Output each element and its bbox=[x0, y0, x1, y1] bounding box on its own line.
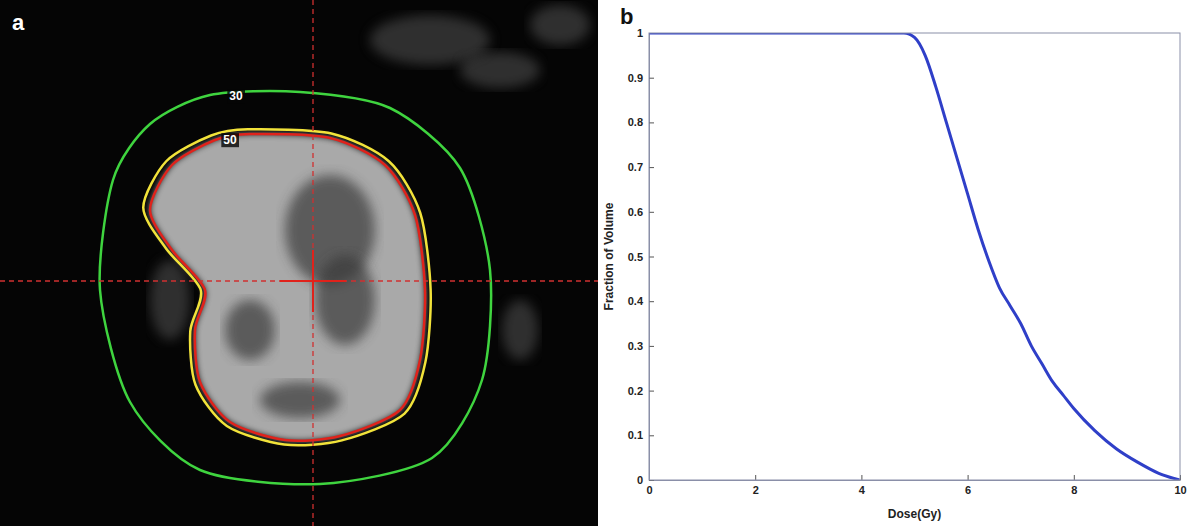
tick-mark bbox=[649, 435, 654, 436]
chart-panel: 0 2 4 6 8 10 0 0.1 0.2 0.3 0.4 0.5 0.6 0.7 0.8 0.9 1 Dose… bbox=[602, 4, 1187, 521]
tick-label: 0.5 bbox=[628, 251, 643, 263]
label-background bbox=[221, 133, 239, 147]
tick-label: 0.4 bbox=[628, 295, 644, 307]
tick-mark bbox=[1074, 475, 1075, 480]
tick-mark bbox=[649, 212, 654, 213]
tick: 0.4 bbox=[628, 295, 654, 307]
tick-mark bbox=[649, 78, 654, 79]
organ-shading bbox=[315, 255, 375, 345]
tick-label: 1 bbox=[637, 27, 643, 39]
tick-mark bbox=[649, 346, 654, 347]
tick-label: 0.2 bbox=[628, 385, 643, 397]
isodose-label: 30 bbox=[229, 89, 243, 103]
isodose-contour bbox=[100, 91, 491, 484]
tick-label: 0.6 bbox=[628, 206, 643, 218]
tick-label: 0.9 bbox=[628, 72, 643, 84]
crosshair bbox=[0, 280, 598, 281]
tick-mark bbox=[649, 391, 654, 392]
tick: 0.7 bbox=[628, 161, 654, 173]
tick-label: 6 bbox=[965, 484, 971, 496]
tick-mark bbox=[968, 475, 969, 480]
image-background bbox=[0, 0, 598, 526]
tick: 0.5 bbox=[628, 251, 654, 263]
tick-label: 2 bbox=[753, 484, 759, 496]
tissue bbox=[502, 300, 538, 360]
tick-mark bbox=[649, 122, 654, 123]
tick: 4 bbox=[859, 475, 866, 496]
tick: 0.9 bbox=[628, 72, 654, 84]
y-axis-title: Fraction of Volume bbox=[602, 202, 616, 310]
tick: 0.8 bbox=[628, 116, 654, 128]
panel-label: a bbox=[12, 10, 25, 35]
tick: 6 bbox=[965, 475, 971, 496]
x-axis-title: Dose(Gy) bbox=[888, 507, 941, 521]
tick-mark bbox=[755, 475, 756, 480]
axis: 0 0.1 0.2 0.3 0.4 0.5 0.6 0.7 0.8 0.9 1 bbox=[628, 27, 654, 486]
tick: 0.2 bbox=[628, 385, 654, 397]
data-line bbox=[649, 33, 1180, 480]
tissue bbox=[530, 5, 590, 45]
tick-label: 10 bbox=[1174, 484, 1186, 496]
plot-area bbox=[649, 33, 1180, 480]
tick-label: 0.7 bbox=[628, 161, 643, 173]
tick-label: 0.3 bbox=[628, 340, 643, 352]
crosshair bbox=[312, 0, 313, 526]
tick-label: 8 bbox=[1071, 484, 1077, 496]
tissue bbox=[460, 52, 540, 88]
tick-label: 0 bbox=[646, 484, 652, 496]
panel-label: b bbox=[620, 4, 633, 29]
tick: 0.1 bbox=[628, 429, 654, 441]
organ bbox=[150, 134, 425, 441]
tick: 2 bbox=[753, 475, 759, 496]
target-contour bbox=[150, 134, 425, 441]
tick: 8 bbox=[1071, 475, 1077, 496]
tick-label: 0.8 bbox=[628, 116, 643, 128]
tick-mark bbox=[649, 167, 654, 168]
image-panel: 30 50 a bbox=[0, 0, 598, 526]
plot-frame bbox=[649, 33, 1180, 480]
crosshair-center bbox=[312, 250, 314, 312]
tick: 0.3 bbox=[628, 340, 654, 352]
isodose-label: 50 bbox=[223, 133, 237, 147]
plot-background bbox=[649, 33, 1180, 480]
tick: 0.6 bbox=[628, 206, 654, 218]
tick-label: 0 bbox=[637, 474, 643, 486]
tick-label: 0.1 bbox=[628, 429, 643, 441]
tissue bbox=[150, 260, 190, 340]
isodose-contour bbox=[143, 129, 430, 445]
tick-mark bbox=[861, 475, 862, 480]
axis: 0 2 4 6 8 10 bbox=[646, 475, 1186, 496]
label-background bbox=[227, 89, 245, 103]
organ-shading bbox=[260, 382, 340, 418]
tick-mark bbox=[649, 257, 654, 258]
tick-mark bbox=[649, 301, 654, 302]
tick-label: 4 bbox=[859, 484, 866, 496]
figure: 30 50 a 0 2 4 6 8 10 0 0.1 0.2 0.3 0.4 0.5 0.6 0.7 0.8 0.9… bbox=[0, 0, 1196, 526]
organ-shading bbox=[225, 300, 275, 360]
